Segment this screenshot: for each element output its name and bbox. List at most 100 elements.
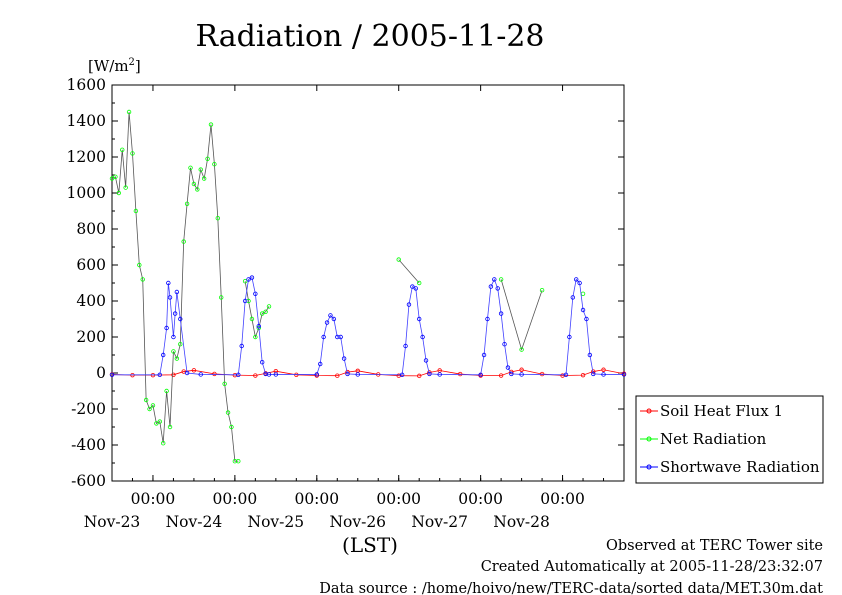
data-point	[120, 147, 125, 152]
data-point	[580, 372, 586, 378]
legend-items: Soil Heat Flux 1 Net Radiation Shortwave R…	[640, 402, 820, 476]
data-point	[355, 372, 360, 377]
data-point	[417, 316, 422, 322]
data-point	[399, 372, 405, 377]
data-point	[154, 421, 159, 426]
data-point	[331, 316, 337, 322]
data-point	[495, 286, 500, 291]
data-point	[116, 190, 122, 196]
data-point	[580, 307, 586, 313]
y-axis: 1600 1400 1200 1000 800 600 400 200 0 -200 -400 -60…	[67, 76, 624, 490]
data-point	[150, 403, 156, 408]
data-point	[478, 372, 483, 377]
data-point	[212, 371, 217, 377]
data-point	[335, 373, 340, 378]
data-point	[229, 424, 234, 430]
series-line	[244, 281, 270, 339]
y-axis-label-unit: [W/m	[88, 57, 129, 75]
data-point	[498, 277, 504, 282]
data-point	[188, 165, 193, 170]
x-axis: 00:00 Nov-23 00:00 Nov-24 00:00 Nov-25 00:00 No…	[84, 85, 625, 531]
data-point	[324, 320, 330, 325]
data-point	[341, 356, 347, 361]
data-point	[492, 277, 497, 282]
data-point	[137, 262, 142, 268]
data-point	[222, 381, 227, 386]
data-point	[184, 370, 190, 376]
data-point	[126, 109, 132, 115]
x-tick-date: Nov-25	[248, 513, 305, 531]
plot-area	[111, 84, 625, 482]
data-point	[563, 372, 569, 377]
series-shortwave-radiation	[109, 275, 627, 377]
data-point	[498, 373, 504, 378]
data-point	[249, 275, 255, 280]
data-point	[505, 365, 511, 370]
series-line	[398, 259, 420, 284]
y-tick-label: -400	[71, 436, 106, 454]
data-point	[574, 277, 579, 282]
data-point	[140, 277, 145, 282]
data-point	[413, 286, 418, 291]
legend-label: Net Radiation	[660, 430, 767, 448]
footer-datasource: Data source : /home/hoivo/new/TERC-data/…	[319, 581, 823, 595]
data-point	[570, 295, 575, 300]
data-point	[417, 373, 422, 379]
x-axis-label: (LST)	[342, 533, 398, 557]
series-net-radiation	[109, 109, 586, 464]
data-point	[519, 372, 524, 377]
x-tick-date: Nov-26	[329, 513, 386, 531]
y-tick-label: -600	[71, 472, 106, 490]
data-point	[502, 342, 507, 347]
data-point	[263, 309, 268, 314]
y-tick-label: 400	[76, 292, 106, 310]
data-point	[577, 280, 582, 286]
y-axis-label: [W/m2]	[88, 57, 141, 75]
x-tick-time: 00:00	[294, 490, 339, 508]
data-point	[427, 371, 432, 377]
data-point	[437, 372, 442, 377]
data-point	[164, 325, 169, 331]
y-axis-label-bracket: ]	[135, 57, 141, 75]
data-point	[266, 304, 272, 309]
data-point	[239, 343, 244, 349]
x-tick-time: 00:00	[458, 490, 503, 508]
data-point	[488, 284, 494, 289]
legend: Soil Heat Flux 1 Net Radiation Shortwave R…	[635, 395, 824, 484]
data-point	[171, 372, 176, 377]
x-tick-date: Nov-27	[411, 513, 468, 531]
y-tick-label: 800	[76, 220, 106, 238]
data-point	[601, 367, 606, 372]
y-tick-label: 1000	[67, 184, 106, 202]
data-point	[253, 291, 258, 296]
data-point	[580, 291, 586, 296]
data-point	[167, 424, 173, 430]
series-layer	[109, 109, 627, 464]
data-point	[498, 311, 504, 316]
data-point	[420, 334, 425, 340]
data-point	[273, 372, 279, 377]
data-point	[601, 372, 606, 377]
x-tick-time: 00:00	[131, 490, 176, 508]
data-point	[246, 277, 251, 282]
data-point	[133, 208, 139, 214]
data-point	[174, 289, 180, 295]
data-point	[109, 372, 115, 377]
data-point	[509, 371, 514, 377]
series-line	[111, 111, 239, 462]
data-point	[130, 151, 135, 156]
data-point	[191, 368, 197, 373]
data-point	[539, 288, 545, 293]
data-point	[621, 372, 627, 377]
footer-created: Created Automatically at 2005-11-28/23:3…	[481, 559, 823, 575]
data-point	[591, 371, 596, 377]
data-point	[113, 174, 118, 179]
data-point	[195, 187, 200, 192]
data-point	[166, 280, 171, 286]
data-point	[321, 334, 326, 340]
data-point	[396, 257, 401, 262]
data-point	[174, 356, 180, 361]
data-point	[259, 311, 265, 316]
data-point	[410, 284, 415, 289]
data-point	[266, 372, 272, 377]
